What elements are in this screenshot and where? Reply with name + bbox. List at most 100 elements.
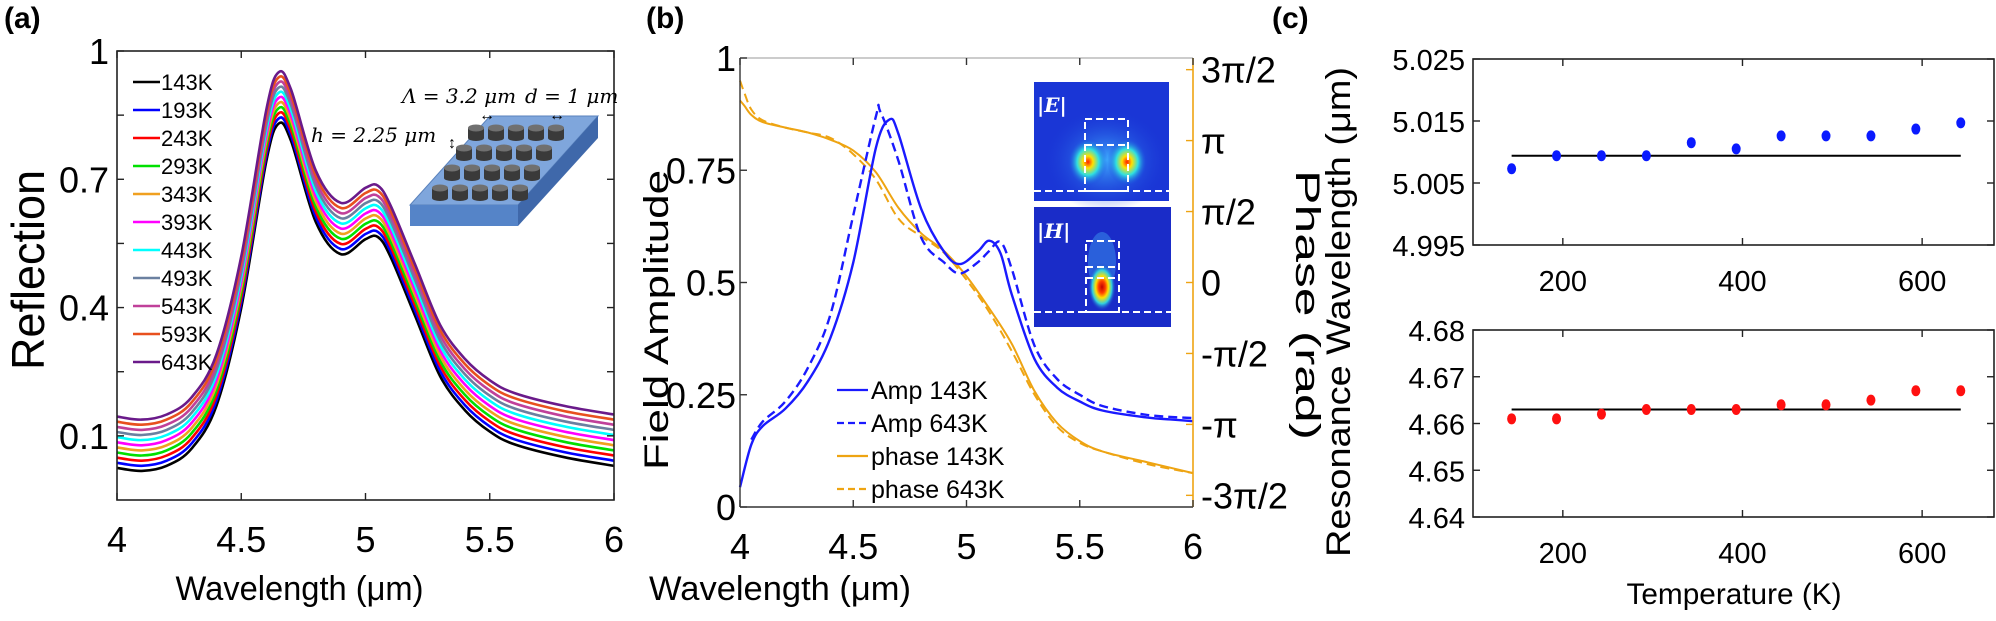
nanopillar: [432, 184, 448, 201]
x-tick-label: 4.5: [216, 519, 266, 560]
series-line-phase-643K: [739, 80, 1194, 475]
y-tick-label: 4.65: [1409, 456, 1465, 488]
series-line-443K: [116, 90, 615, 442]
x-tick-label: 400: [1718, 538, 1766, 570]
data-point: [1776, 130, 1786, 142]
series-line-143K: [116, 121, 615, 473]
panel-label-c: (c): [1272, 2, 1309, 35]
y-tick-label: 5.005: [1392, 169, 1465, 201]
panel-c-resonance-chart: 200 400 600 4.995 5.005 5.015 5.025 Resonance W…: [1320, 45, 1995, 611]
upper-axes-box: [1472, 58, 1995, 246]
series-line-343K: [116, 100, 615, 452]
nanopillar: [512, 184, 528, 201]
nanopillar: [548, 124, 564, 141]
y-tick-label: 0.25: [666, 375, 736, 416]
nanopillar: [516, 144, 532, 161]
x-tick-label: 200: [1539, 266, 1587, 298]
series-line-193K: [116, 116, 615, 468]
x-tick-label: 200: [1539, 538, 1587, 570]
x-axis-label: Wavelength (μm): [176, 570, 424, 608]
series-line-Amp-643K: [750, 103, 1194, 441]
y-tick-label: 1: [716, 38, 736, 79]
y-tick-label: 5.015: [1392, 107, 1465, 139]
y-tick-label: 0: [716, 487, 736, 528]
data-point: [1866, 130, 1876, 142]
legend: Amp 143K Amp 643K phase 143K phase 643K: [837, 377, 1005, 504]
nanopillar: [456, 144, 472, 161]
legend: 143K 193K 243K 293K 343K 393K 443K 493K 543K 593K…: [133, 70, 213, 375]
nanopillar: [476, 144, 492, 161]
y2-tick-label: -π: [1201, 404, 1238, 445]
substrate-side-face: [518, 116, 598, 226]
legend-label: phase 643K: [871, 476, 1005, 504]
data-point: [1641, 150, 1651, 162]
x-tick-label: 4: [730, 526, 750, 567]
legend-label: 243K: [161, 126, 213, 151]
legend-label: 393K: [161, 210, 213, 235]
data-point: [1911, 123, 1921, 135]
nanopillar: [496, 144, 512, 161]
legend-label: Amp 643K: [871, 410, 988, 438]
series-line-593K: [116, 75, 615, 427]
nanopillar: [524, 164, 540, 181]
diameter-arrow-icon: ↔: [549, 107, 565, 124]
nanopillar: [472, 184, 488, 201]
x-tick-label: 5: [956, 526, 976, 567]
period-label: Λ = 3.2 μm: [400, 84, 516, 108]
data-point: [1821, 130, 1831, 142]
data-point: [1866, 394, 1876, 406]
y2-tick-label: -3π/2: [1201, 475, 1288, 516]
legend-label: 193K: [161, 98, 213, 123]
nanopillar: [464, 164, 480, 181]
data-point: [1596, 408, 1606, 420]
x-tick-label: 6: [604, 519, 624, 560]
nanopillar: [468, 124, 484, 141]
series-line-293K: [116, 105, 615, 457]
legend-label: 643K: [161, 350, 213, 375]
x-tick-label: 6: [1183, 526, 1203, 567]
metasurface-schematic-inset: ↔ ↔ ↕ Λ = 3.2 μm d = 1 μm h = 2.25 μm: [311, 84, 618, 226]
nanopillar: [536, 144, 552, 161]
h-field-map-inset: |H|: [1034, 207, 1171, 327]
data-point: [1686, 137, 1696, 149]
panel-a-reflection-chart: 4 4.5 5 5.5 6 0.1 0.4 0.7 1 Wavelength (μm) Reflec…: [2, 31, 624, 608]
x-axis-label: Temperature (K): [1627, 578, 1842, 611]
e-field-label: |E|: [1037, 93, 1067, 117]
y-tick-label: 0.5: [686, 263, 736, 304]
lower-resonance-plot: 200 400 600 4.64 4.65 4.66 4.67 4.68 Temperature…: [1409, 316, 1995, 611]
data-point: [1507, 413, 1517, 425]
y-tick-label: 1: [89, 31, 109, 72]
height-arrow-icon: ↕: [448, 135, 456, 152]
y-axis-label: Field Amplitude: [638, 170, 676, 470]
series-line-phase-143K: [739, 99, 1194, 475]
series-line-393K: [116, 95, 615, 447]
x-tick-label: 600: [1898, 538, 1946, 570]
y-tick-label: 4.66: [1409, 410, 1465, 442]
series-line-643K: [116, 69, 615, 421]
lower-axes-box: [1472, 329, 1995, 518]
panel-b-field-phase-chart: |E| |H| 4 4.5 5 5.5 6 0 0.25 0.5 0.75 1 -3π/2 -π -π/2 0…: [638, 38, 1326, 608]
x-tick-label: 4: [107, 519, 127, 560]
legend-label: 343K: [161, 182, 213, 207]
diameter-label: d = 1 μm: [525, 84, 618, 108]
data-point: [1552, 150, 1562, 162]
panel-label-a: (a): [4, 2, 41, 35]
data-point: [1552, 413, 1562, 425]
data-point: [1731, 143, 1741, 155]
substrate-front-face: [410, 205, 518, 226]
y-tick-label: 0.4: [59, 288, 109, 329]
y2-axis-label: Phase (rad): [1288, 170, 1326, 440]
y-tick-label: 4.67: [1409, 363, 1465, 395]
y-tick-label: 0.75: [666, 150, 736, 191]
x-tick-label: 5.5: [465, 519, 515, 560]
legend-label: 493K: [161, 266, 213, 291]
y-tick-label: 0.7: [59, 159, 109, 200]
y2-tick-label: 3π/2: [1201, 50, 1276, 91]
y-tick-label: 4.995: [1392, 231, 1465, 263]
x-tick-label: 4.5: [828, 526, 878, 567]
h-field-label: |H|: [1037, 219, 1070, 243]
nanopillar: [484, 164, 500, 181]
series-line-493K: [116, 85, 615, 437]
legend-label: 593K: [161, 322, 213, 347]
e-field-map-inset: |E|: [1034, 82, 1169, 212]
